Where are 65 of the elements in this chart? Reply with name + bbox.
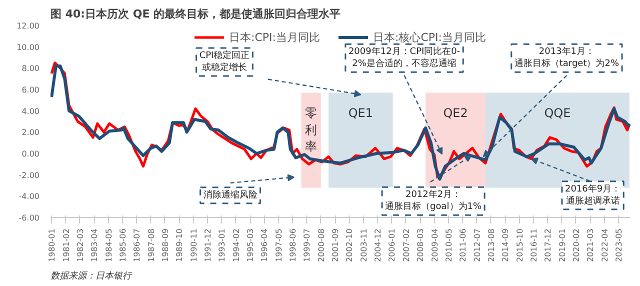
annotation: 消除通缩风险 [203,189,258,200]
y-tick-label: 2.00 [22,128,40,138]
x-tick-label: 1990-11 [189,228,198,262]
y-tick-label: 0.00 [22,150,40,158]
x-tick-label: 2021-03 [586,228,596,262]
x-tick-label: 2017-12 [544,228,553,262]
y-tick-label: 10.00 [16,42,40,52]
legend-label: 日本:CPI:当月同比 [229,30,320,44]
x-tick-label: 2001-09 [331,228,340,262]
x-tick-label: 1986-07 [132,228,142,262]
y-tick-label: -2.00 [18,170,40,180]
x-tick-label: 2015-10 [515,228,524,262]
x-tick-label: 2019-01 [558,228,567,262]
x-tick-label: 2014-09 [501,228,510,262]
x-tick-label: 1994-02 [232,228,241,262]
x-tick-label: 1995-03 [246,228,256,262]
x-tick-label: 1991-12 [203,228,212,262]
x-tick-label: 1980-01 [48,228,57,262]
x-tick-label: 1999-07 [302,228,312,262]
x-tick-label: 2009-04 [430,228,440,262]
y-tick-label: -6.00 [18,214,40,222]
annotation: 2016年9月：通胀超调承诺 [564,183,621,206]
x-tick-label: 2006-01 [388,228,397,262]
x-tick-label: 2002-10 [345,228,354,262]
x-tick-label: 2012-07 [472,228,482,262]
annotation: 2012年2月：通胀目标（goal）为1% [385,189,482,212]
x-tick-label: 1989-10 [175,228,184,262]
x-tick-label: 2003-11 [359,228,368,262]
chart-title: 图 40:日本历次 QE 的最终目标，都是使通胀回归合理水平 [50,8,341,20]
y-tick-label: 4.00 [22,106,40,116]
band-label: QQE [544,106,571,120]
x-tick-label: 2010-05 [444,228,454,262]
band-label: QE1 [348,106,374,120]
x-tick-label: 2020-02 [572,228,581,262]
x-tick-label: 1997-05 [274,228,284,262]
x-tick-label: 2022-04 [600,228,610,262]
annotation: CPI稳定回正或稳定增长 [199,50,250,73]
legend-label: 日本:核心CPI:当月同比 [373,30,486,44]
x-tick-label: 1983-04 [90,228,100,262]
x-tick-label: 2016-11 [529,228,538,262]
x-tick-label: 1982-03 [76,228,85,262]
y-tick-label: 6.00 [22,86,40,94]
y-tick-label: -4.00 [18,192,40,202]
x-tick-label: 2011-06 [458,228,468,262]
x-tick-label: 2004-12 [374,228,383,262]
x-tick-label: 1996-04 [260,228,270,262]
annotation: 2013年1月：通胀目标（target）为2% [514,46,620,70]
x-tick-label: 2013-08 [486,228,496,262]
x-tick-label: 1981-02 [62,228,71,262]
x-tick-label: 1985-06 [118,228,128,262]
y-tick-label: 8.00 [22,64,40,74]
x-tick-label: 2023-05 [614,228,624,262]
x-tick-label: 1998-06 [288,228,298,262]
band-label: 零利率 [305,106,318,154]
band-label: QE2 [443,106,468,120]
x-tick-label: 1993-01 [218,228,227,262]
x-tick-label: 2000-08 [316,228,326,262]
x-tick-label: 1988-09 [160,228,170,262]
source-note: 数据来源：日本银行 [50,270,132,282]
x-tick-label: 2008-03 [416,228,426,262]
annotation: 2009年12月：CPI同比在0-2%是合适的，不容忍通缩 [348,46,460,70]
x-tick-label: 2007-02 [402,228,411,262]
x-tick-label: 1987-08 [146,228,156,262]
y-tick-label: 12.00 [16,22,40,30]
x-tick-label: 1984-05 [104,228,114,262]
